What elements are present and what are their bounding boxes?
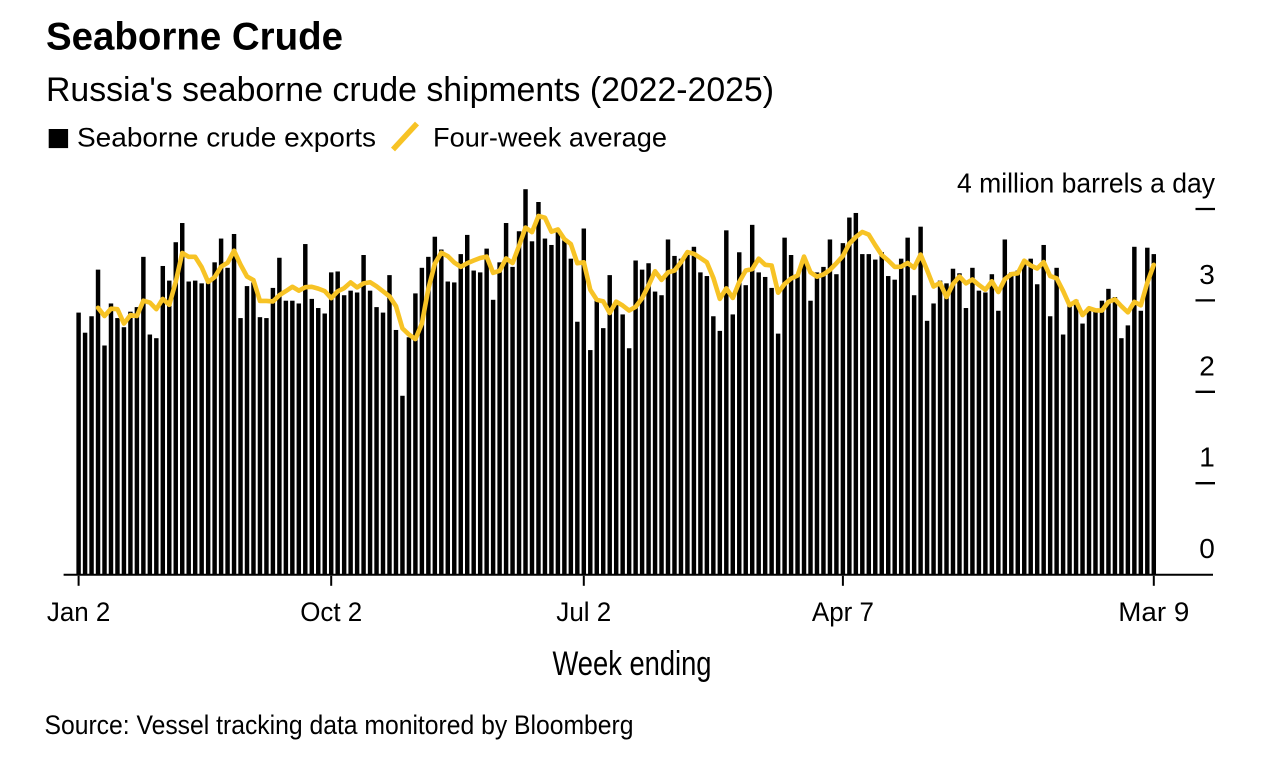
svg-text:Apr 7: Apr 7: [812, 597, 874, 627]
svg-text:3: 3: [1199, 259, 1215, 290]
svg-text:Four-week average: Four-week average: [433, 123, 667, 153]
svg-text:2: 2: [1199, 350, 1215, 381]
svg-text:Seaborne crude exports: Seaborne crude exports: [77, 123, 376, 153]
svg-text:Mar 9: Mar 9: [1118, 597, 1189, 627]
svg-text:Jan 2: Jan 2: [47, 597, 111, 627]
svg-text:Week ending: Week ending: [553, 645, 712, 683]
svg-text:Oct 2: Oct 2: [300, 597, 362, 627]
svg-text:4 million barrels a day: 4 million barrels a day: [957, 168, 1215, 199]
svg-text:Source: Vessel tracking data m: Source: Vessel tracking data monitored b…: [45, 710, 634, 740]
svg-text:Seaborne Crude: Seaborne Crude: [46, 16, 343, 59]
svg-text:Jul 2: Jul 2: [556, 597, 611, 627]
svg-text:Russia's seaborne crude shipme: Russia's seaborne crude shipments (2022-…: [46, 71, 774, 109]
svg-text:0: 0: [1199, 533, 1215, 564]
svg-text:1: 1: [1199, 441, 1215, 472]
